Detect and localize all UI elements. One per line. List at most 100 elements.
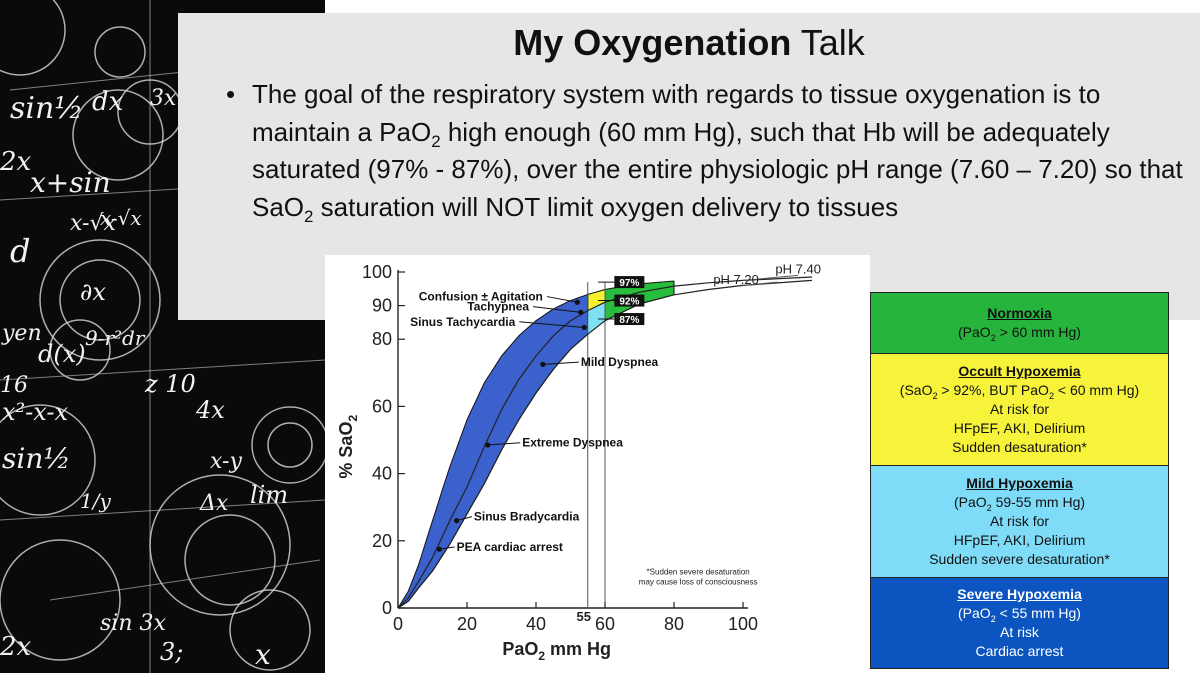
chalk-glyph: ∂x <box>80 278 106 306</box>
legend-heading: Occult Hypoxemia <box>958 363 1081 379</box>
legend-line: Cardiac arrest <box>975 643 1064 659</box>
chalk-line <box>0 499 325 521</box>
chalk-circle <box>251 406 325 484</box>
chalkboard-drawing: sin½ dx 3x2xx+sinx-√xx-√xd∂xyend(x)9-r²dr1… <box>0 0 325 673</box>
curve-label: pH 7.20 <box>713 272 759 287</box>
annotation-dot <box>574 299 580 305</box>
chalk-circle <box>59 259 141 341</box>
y-tick-label: 0 <box>382 598 392 618</box>
chalk-glyph: x-y <box>210 449 242 474</box>
chalk-glyph: 2x <box>0 632 32 662</box>
chalk-glyph: sin 3x <box>100 611 166 636</box>
legend-heading: Mild Hypoxemia <box>966 475 1073 491</box>
annotation-label: Mild Dyspnea <box>581 355 659 369</box>
curve-ph-7-40 <box>397 276 813 609</box>
x-axis-label-main: PaO <box>502 639 538 659</box>
chalk-glyph: d <box>10 232 30 270</box>
legend-line: At risk for <box>989 401 1050 417</box>
chalk-circle <box>94 26 146 78</box>
bullet-dot: • <box>226 79 236 109</box>
footnote-line: *Sudden severe desaturation <box>647 567 750 576</box>
legend-line: (SaO2 > 92%, BUT PaO2 < 60 mm Hg) <box>899 382 1140 401</box>
bullet-point: • The goal of the respiratory system wit… <box>226 76 1186 226</box>
chalk-glyph: x+sin <box>30 166 111 199</box>
y-axis-label-main: % SaO <box>336 422 356 479</box>
chalk-glyph: z 10 <box>144 370 196 398</box>
legend-line: (PaO2 < 55 mm Hg) <box>958 605 1081 624</box>
bullet-text-part: high enough (60 mm Hg), such that Hb wil… <box>252 116 1183 222</box>
chalk-glyph: sin½ <box>10 91 83 126</box>
annotation-leader <box>439 546 455 550</box>
chalk-glyph: x²-x-x <box>2 398 68 426</box>
x-axis-label: PaO2 mm Hg <box>502 639 611 663</box>
chalk-glyph: x <box>255 638 271 671</box>
y-axis-label: % SaO2 <box>336 415 360 479</box>
annotation-label: Extreme Dyspnea <box>522 436 623 450</box>
subscript: 2 <box>431 131 441 151</box>
chalk-circle <box>267 422 313 468</box>
annotation-leader <box>487 442 521 446</box>
chalk-glyph: 2x <box>0 147 32 177</box>
bullet-text-part: saturation will NOT limit oxygen deliver… <box>313 191 899 222</box>
curve-label: pH 7.40 <box>775 262 821 277</box>
slide-title-bold: My Oxygenation <box>513 22 792 63</box>
legend-line: At risk for <box>989 513 1050 529</box>
chalk-glyph: 3; <box>160 638 183 666</box>
annotation-leader <box>546 296 578 303</box>
annotation-leader <box>533 306 581 313</box>
annotation-label: Sinus Tachycardia <box>410 315 515 329</box>
curve-ph-7-20 <box>397 279 813 609</box>
chalk-glyph: 4x <box>195 396 225 424</box>
legend-line: (PaO2 59-55 mm Hg) <box>953 494 1086 513</box>
legend-line: (PaO2 > 60 mm Hg) <box>958 324 1081 343</box>
x-tick-label: 40 <box>526 614 546 634</box>
chalk-circle <box>0 0 66 76</box>
annotation-leader <box>456 516 473 522</box>
annotation-leader <box>519 321 585 328</box>
y-tick-label: 60 <box>372 396 392 416</box>
chalk-circle <box>72 89 164 181</box>
x-tick-label: 20 <box>457 614 477 634</box>
band-severe <box>397 293 589 609</box>
chalk-line <box>49 559 321 601</box>
legend-line: Sudden desaturation* <box>952 439 1087 455</box>
legend-heading: Severe Hypoxemia <box>957 586 1082 602</box>
legend-mild-hypoxemia: Mild Hypoxemia (PaO2 59-55 mm Hg) At ris… <box>871 466 1168 578</box>
chalk-glyph: sin½ <box>2 442 71 475</box>
annotation-label: Tachypnea <box>467 300 529 314</box>
x-axis-label-sub: 2 <box>538 649 545 663</box>
chalk-line <box>0 359 325 381</box>
subscript: 2 <box>304 206 314 226</box>
legend-severe-hypoxemia: Severe Hypoxemia (PaO2 < 55 mm Hg) At ri… <box>871 578 1168 668</box>
saturation-box <box>614 294 645 307</box>
bullet-text-part: The goal of the respiratory system with … <box>252 79 1101 147</box>
legend-occult-hypoxemia: Occult Hypoxemia (SaO2 > 92%, BUT PaO2 <… <box>871 354 1168 466</box>
y-tick-label: 80 <box>372 329 392 349</box>
x-tick-label-55: 55 <box>577 609 591 624</box>
legend-line: Sudden severe desaturation* <box>929 551 1110 567</box>
chalk-circle <box>39 239 161 361</box>
chalk-glyph: lim <box>250 481 288 509</box>
x-tick-label: 100 <box>728 614 758 634</box>
saturation-box <box>614 276 645 289</box>
y-tick-label: 100 <box>362 262 392 282</box>
curve-extension <box>742 274 799 281</box>
annotation-label: PEA cardiac arrest <box>457 540 563 554</box>
oxygen-dissociation-chart: 0 20 40 60 80 90 100 0 20 40 60 80 100 55% SaO2 PaO2 m… <box>325 255 870 673</box>
chalk-glyph: yen <box>1 321 42 346</box>
slide-title: My Oxygenation Talk <box>180 22 1198 64</box>
slide-title-rest: Talk <box>791 22 865 63</box>
y-tick-label: 90 <box>372 296 392 316</box>
x-tick-label: 0 <box>393 614 403 634</box>
x-tick-label: 80 <box>664 614 684 634</box>
band-mild <box>587 302 605 335</box>
annotation-label: Confusion ± Agitation <box>419 290 543 304</box>
chalk-glyph: x-√x <box>70 211 116 236</box>
legend-line: HFpEF, AKI, Delirium <box>953 420 1086 436</box>
chalk-glyph: 16 <box>0 373 28 398</box>
hypoxemia-legend: Normoxia (PaO2 > 60 mm Hg) Occult Hypoxe… <box>870 292 1169 669</box>
chalk-glyph: 9-r²dr <box>85 326 146 350</box>
annotation-label: Sinus Bradycardia <box>474 510 580 524</box>
chalk-circle <box>0 539 121 661</box>
y-tick-label: 40 <box>372 464 392 484</box>
